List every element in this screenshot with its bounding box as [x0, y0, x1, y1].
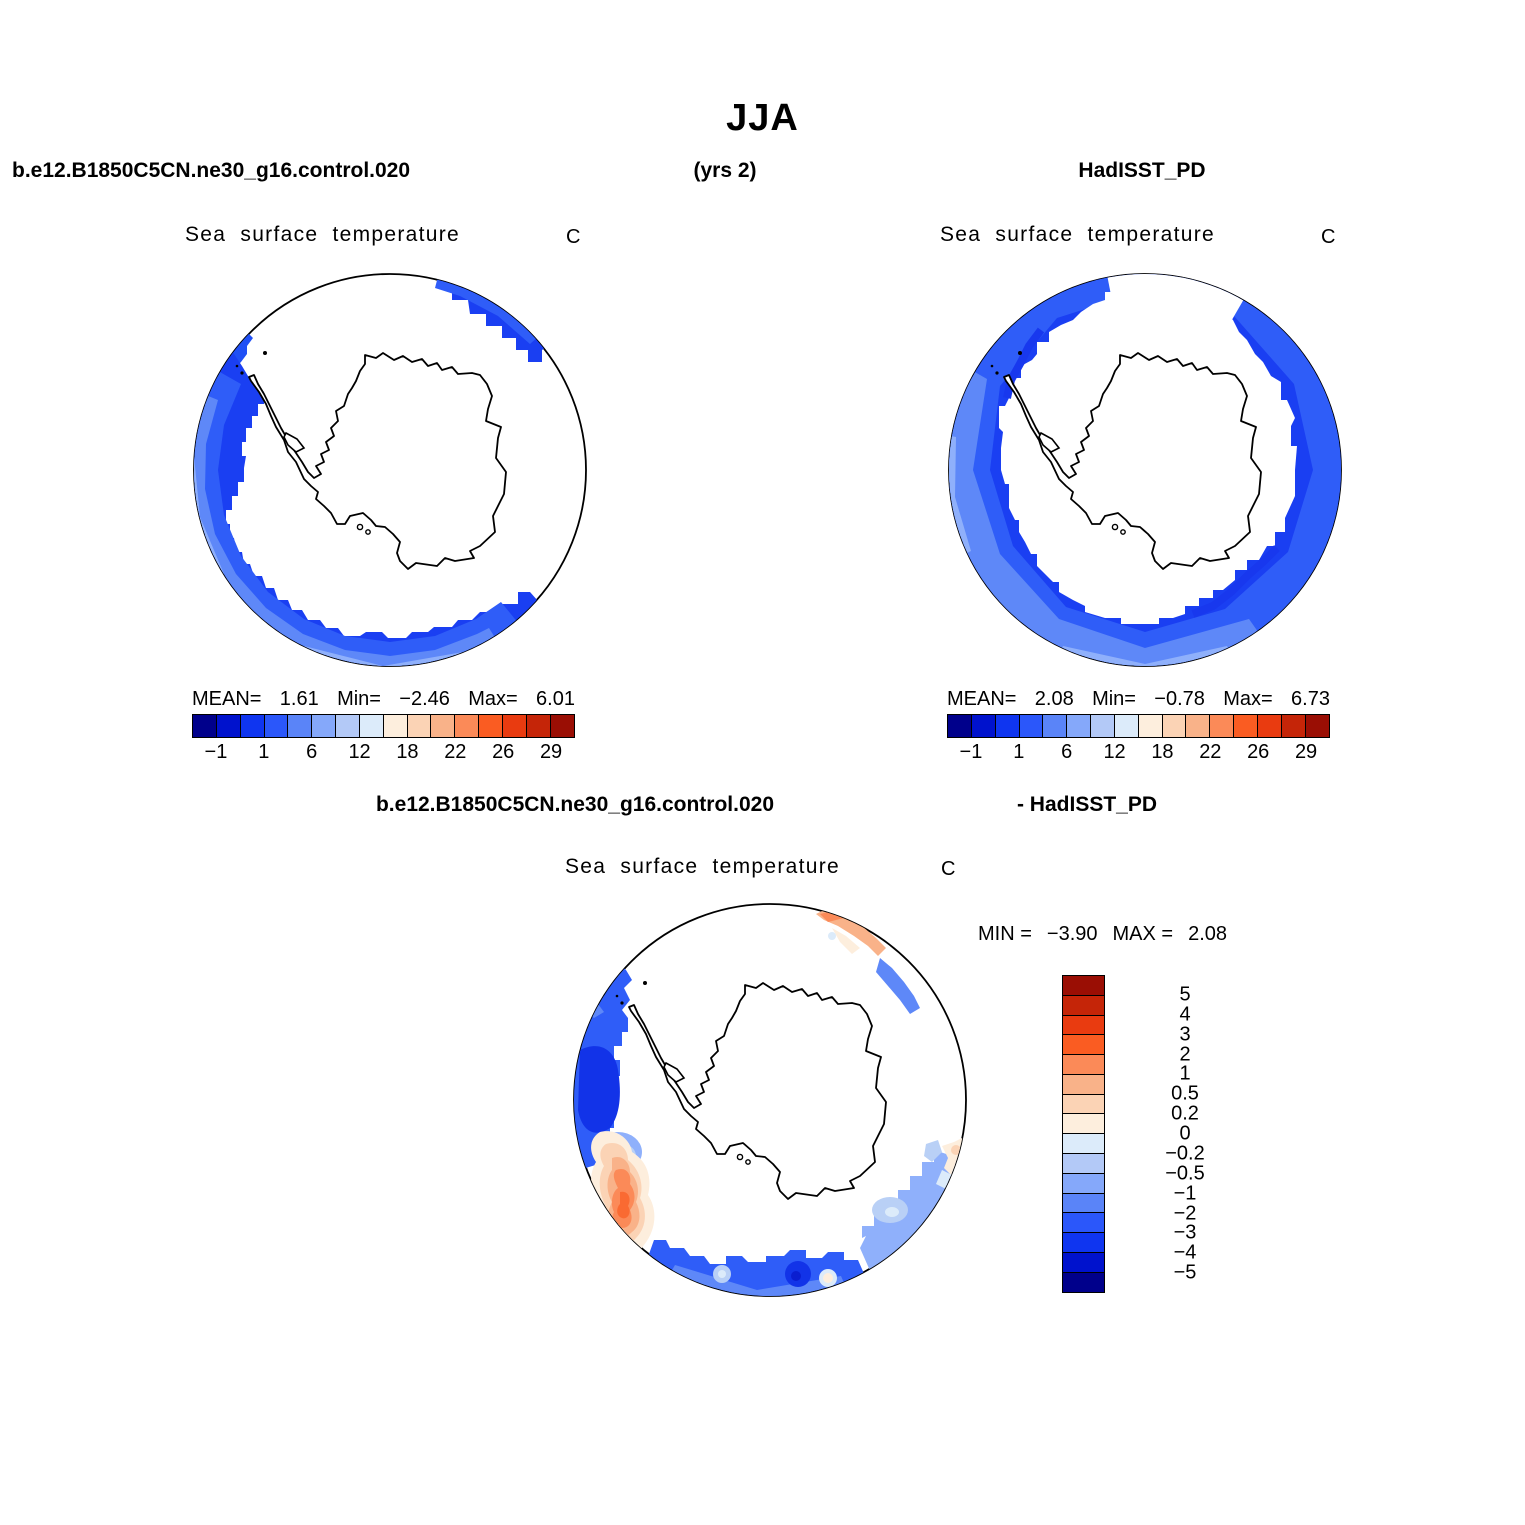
colorbar-diff — [1062, 975, 1105, 1293]
stats-diff: MIN = −3.90 MAX = 2.08 — [978, 923, 1227, 946]
units-label-model: C — [566, 226, 581, 248]
max-value: 2.08 — [1188, 923, 1228, 945]
min-value: −0.78 — [1154, 688, 1205, 710]
stats-obs: MEAN= 2.08 Min= −0.78 Max= 6.73 — [947, 688, 1330, 711]
min-label: MIN = — [978, 923, 1032, 945]
dataset-label-obs: HadISST_PD — [1078, 159, 1206, 182]
diff-dataset-label-right: - HadISST_PD — [1016, 793, 1158, 816]
mean-label: MEAN= — [947, 688, 1017, 710]
max-value: 6.01 — [536, 688, 575, 710]
season-title: JJA — [726, 97, 799, 139]
min-label: Min= — [337, 688, 381, 710]
mean-value: 2.08 — [1034, 688, 1074, 710]
map-title-obs: Sea surface temperature — [940, 223, 1216, 246]
max-label: Max= — [1223, 688, 1273, 710]
years-label: (yrs 2) — [693, 159, 757, 182]
mean-label: MEAN= — [192, 688, 262, 710]
dataset-label-model: b.e12.B1850C5CN.ne30_g16.control.020 — [12, 159, 411, 182]
model-map — [193, 273, 587, 667]
mean-value: 1.61 — [279, 688, 319, 710]
min-label: Min= — [1092, 688, 1136, 710]
max-label: Max= — [468, 688, 518, 710]
min-value: −2.46 — [399, 688, 450, 710]
stats-model: MEAN= 1.61 Min= −2.46 Max= 6.01 — [192, 688, 575, 711]
min-value: −3.90 — [1046, 923, 1098, 945]
diff-map — [573, 903, 967, 1297]
units-label-diff: C — [941, 858, 956, 880]
map-title-model: Sea surface temperature — [185, 223, 461, 246]
colorbar-labels-diff: 5 4 3 2 1 0.5 0.2 0 −0.2 −0.5 −1 −2 −3 −4 −5 — [1165, 983, 1205, 1284]
units-label-obs: C — [1321, 226, 1336, 248]
map-title-diff: Sea surface temperature — [565, 855, 841, 878]
obs-map — [948, 273, 1342, 667]
max-label: MAX = — [1112, 923, 1174, 945]
colorbar-model — [192, 714, 575, 738]
diff-dataset-label-left: b.e12.B1850C5CN.ne30_g16.control.020 — [375, 793, 775, 816]
colorbar-obs — [947, 714, 1330, 738]
colorbar-labels-model: −1 1 6 12 18 22 26 29 — [204, 741, 563, 763]
colorbar-labels-obs: −1 1 6 12 18 22 26 29 — [959, 741, 1318, 763]
max-value: 6.73 — [1291, 688, 1330, 710]
